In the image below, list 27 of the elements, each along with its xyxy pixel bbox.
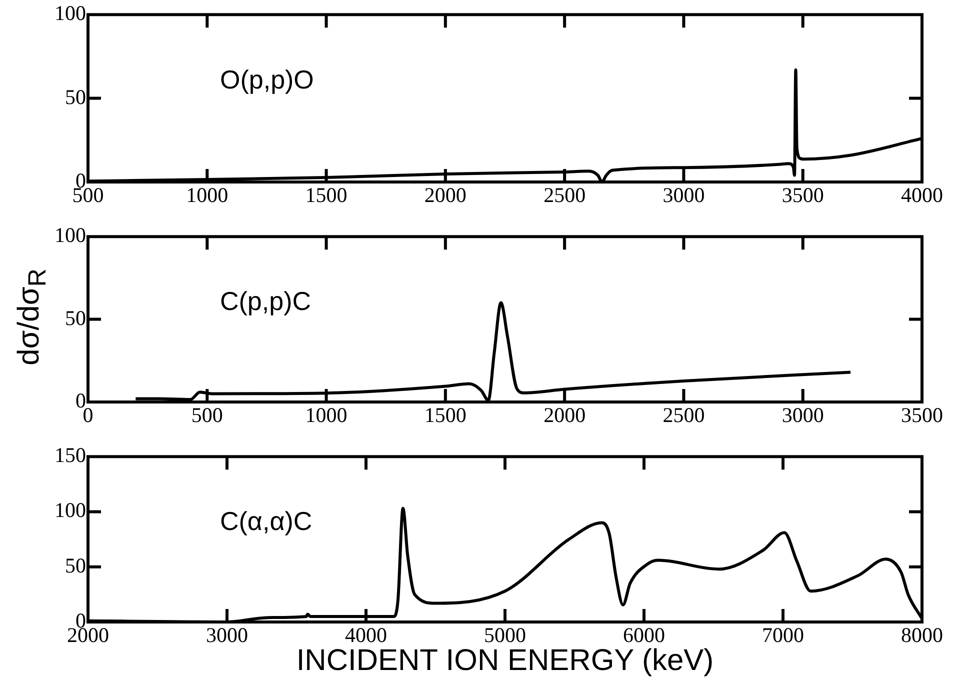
x-tick-label: 3000 [782,403,824,428]
x-tick-label: 2500 [544,183,586,208]
annotation: O(p,p)O [220,64,314,95]
x-tick-label: 1500 [424,403,466,428]
x-tick-label: 3000 [662,183,705,208]
x-tick-label: 7000 [762,623,804,648]
y-tick-label: 50 [65,553,86,578]
annotation: C(α,α)C [220,506,312,536]
x-tick-label: 500 [191,403,223,428]
y-tick-label: 150 [54,443,86,468]
x-tick-label: 2000 [544,403,586,428]
x-tick-label: 4000 [901,183,943,208]
y-tick-label: 50 [65,84,86,109]
x-tick-label: 2000 [424,183,466,208]
x-tick-label: 1000 [305,403,348,428]
y-tick-label: 100 [54,498,86,522]
y-tick-label: 100 [54,1,86,26]
y-tick-label: 100 [54,223,86,248]
x-tick-label: 3500 [782,183,824,208]
annotation: C(p,p)C [220,286,312,316]
x-tick-label: 8000 [901,623,943,648]
x-tick-label: 3500 [901,403,943,428]
x-tick-label: 1000 [186,183,228,208]
y-tick-label: 50 [65,306,86,330]
x-tick-label: 3000 [206,623,248,648]
x-tick-label: 2500 [662,403,705,428]
x-tick-label: 1500 [305,183,348,208]
